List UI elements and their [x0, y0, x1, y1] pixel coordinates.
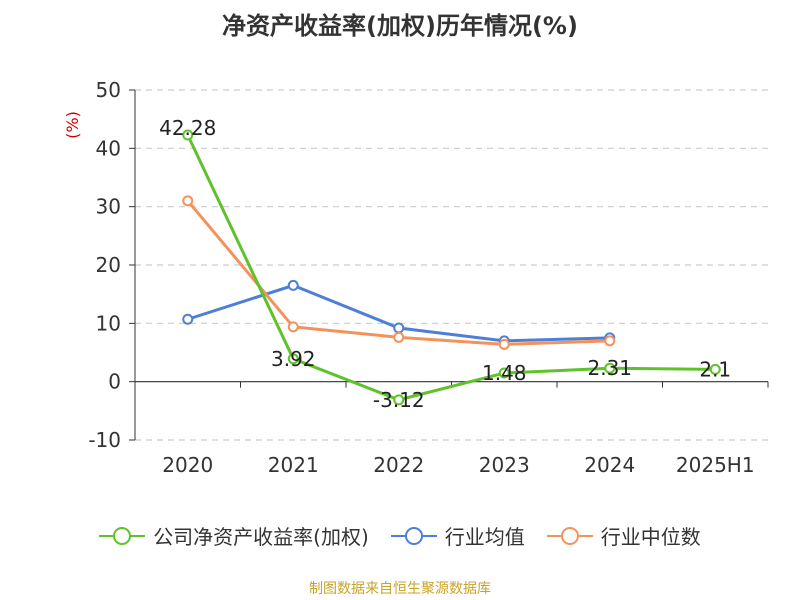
y-tick-label: 10 — [96, 311, 121, 335]
data-label: 2.1 — [699, 357, 731, 381]
legend-swatch — [99, 526, 146, 545]
series-line — [186, 134, 716, 402]
data-label: 3.92 — [271, 347, 316, 371]
data-point — [498, 338, 510, 350]
legend-swatch-marker — [113, 526, 132, 545]
data-label: 2.31 — [587, 356, 632, 380]
x-tick-label: 2023 — [479, 453, 530, 477]
data-point — [709, 363, 721, 375]
data-label: 42.28 — [159, 116, 216, 140]
data-point — [182, 195, 194, 207]
data-point — [287, 279, 299, 291]
y-tick-label: 40 — [96, 136, 121, 160]
y-tick-label: 0 — [108, 370, 121, 394]
x-tick-label: 2022 — [373, 453, 424, 477]
legend-item: 公司净资产收益率(加权) — [99, 521, 369, 550]
data-point — [393, 322, 405, 334]
y-tick-label: 30 — [96, 195, 121, 219]
legend-swatch-marker — [560, 526, 579, 545]
y-tick-label: 20 — [96, 253, 121, 277]
legend-label: 公司净资产收益率(加权) — [153, 525, 369, 549]
data-point — [182, 313, 194, 325]
legend-label: 行业中位数 — [600, 525, 701, 549]
data-label: 1.48 — [482, 361, 527, 385]
data-point — [393, 331, 405, 343]
legend-item: 行业均值 — [390, 521, 525, 550]
legend-swatch — [546, 526, 593, 545]
y-axis-unit-label: (%) — [63, 111, 82, 139]
legend-swatch-marker — [404, 526, 423, 545]
chart-title: 净资产收益率(加权)历年情况(%) — [222, 12, 578, 40]
legend-label: 行业均值 — [444, 525, 525, 549]
data-point — [287, 321, 299, 333]
data-label: -3.12 — [373, 388, 425, 412]
legend-item: 行业中位数 — [546, 521, 701, 550]
legend: 公司净资产收益率(加权) 行业均值 行业中位数 — [0, 521, 800, 550]
source-note: 制图数据来自恒生聚源数据库 — [309, 581, 491, 597]
data-point — [604, 362, 616, 374]
data-point — [182, 129, 194, 141]
legend-swatch — [390, 526, 437, 545]
data-point — [498, 367, 510, 379]
x-tick-label: 2021 — [268, 453, 319, 477]
y-tick-label: 50 — [96, 78, 121, 102]
x-tick-label: 2025H1 — [676, 453, 755, 477]
data-point — [287, 353, 299, 365]
x-tick-label: 2024 — [584, 453, 635, 477]
x-tick-label: 2020 — [162, 453, 213, 477]
data-point — [604, 335, 616, 347]
data-point — [393, 394, 405, 406]
y-tick-label: -10 — [88, 428, 121, 452]
